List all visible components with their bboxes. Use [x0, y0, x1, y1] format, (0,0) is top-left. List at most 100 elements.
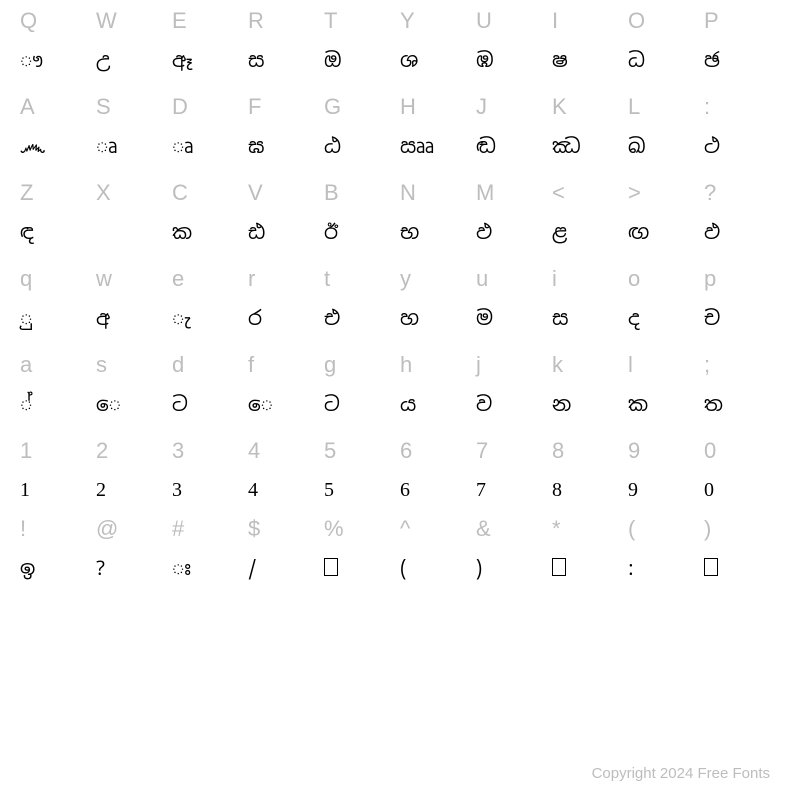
glyph: ධ	[628, 50, 645, 70]
key-label: e	[172, 268, 184, 290]
key-label: W	[96, 10, 117, 32]
glyph: ඣ	[552, 136, 581, 156]
key-label: O	[628, 10, 645, 32]
charmap-cell: Qෟ	[20, 10, 96, 96]
glyph	[552, 558, 566, 576]
charmap-cell: uම	[476, 268, 552, 354]
charmap-cell: %	[324, 518, 400, 596]
key-label: t	[324, 268, 330, 290]
glyph: ඛ	[628, 136, 646, 156]
charmap-cell: 99	[628, 440, 704, 518]
glyph: ෴	[20, 136, 45, 156]
charmap-cell: hය	[400, 354, 476, 440]
key-label: %	[324, 518, 344, 540]
charmap-cell: 55	[324, 440, 400, 518]
glyph: ළ	[552, 222, 567, 242]
key-label: 7	[476, 440, 488, 462]
charmap-cell: Eඈ	[172, 10, 248, 96]
glyph	[704, 558, 718, 576]
glyph: ඊ	[324, 222, 338, 242]
key-label: g	[324, 354, 336, 376]
key-label: P	[704, 10, 719, 32]
key-label: M	[476, 182, 494, 204]
glyph: ු	[20, 308, 32, 328]
charmap-cell: lක	[628, 354, 704, 440]
key-label: <	[552, 182, 565, 204]
glyph: 2	[96, 480, 106, 500]
key-label: #	[172, 518, 184, 540]
key-label: (	[628, 518, 635, 540]
glyph: ්	[20, 394, 32, 414]
glyph: ඟ	[628, 222, 649, 242]
glyph: )	[476, 558, 482, 578]
key-label: l	[628, 354, 633, 376]
charmap-cell: Yශ	[400, 10, 476, 96]
key-label: X	[96, 182, 111, 204]
key-label: 5	[324, 440, 336, 462]
key-label: Z	[20, 182, 33, 204]
glyph: ක	[628, 394, 648, 414]
glyph: ෙ	[96, 394, 121, 414]
charmap-cell: Lඛ	[628, 96, 704, 182]
glyph: ච	[704, 308, 720, 328]
glyph: ඵ	[476, 222, 492, 242]
key-label: i	[552, 268, 557, 290]
charmap-cell: Bඊ	[324, 182, 400, 268]
glyph: උ	[96, 50, 110, 70]
glyph: ම	[476, 308, 493, 328]
key-label: !	[20, 518, 26, 540]
key-label: K	[552, 96, 567, 118]
charmap-cell: $/	[248, 518, 324, 596]
glyph: න	[552, 394, 571, 414]
charmap-cell: Wඋ	[96, 10, 172, 96]
charmap-cell: !ඉ	[20, 518, 96, 596]
glyph: ථ	[704, 136, 720, 156]
glyph: ඪ	[248, 222, 265, 242]
key-label: ;	[704, 354, 710, 376]
key-label: 9	[628, 440, 640, 462]
charmap-cell: iස	[552, 268, 628, 354]
charmap-cell: Oධ	[628, 10, 704, 96]
glyph: ඉ	[20, 558, 35, 578]
charmap-cell: a්	[20, 354, 96, 440]
key-label: 6	[400, 440, 412, 462]
glyph: ැ	[172, 308, 191, 328]
charmap-cell: 66	[400, 440, 476, 518]
charmap-cell: Uඹ	[476, 10, 552, 96]
glyph: ට	[172, 394, 188, 414]
charmap-cell: Cක	[172, 182, 248, 268]
charmap-cell: Kඣ	[552, 96, 628, 182]
charmap-cell: oද	[628, 268, 704, 354]
glyph: ඬ	[476, 136, 496, 156]
glyph: ඹ	[476, 50, 494, 70]
charmap-cell: Pඡ	[704, 10, 780, 96]
glyph: ට	[324, 394, 340, 414]
key-label: s	[96, 354, 107, 376]
key-label: S	[96, 96, 111, 118]
glyph: ෂ	[552, 50, 568, 70]
key-label: a	[20, 354, 32, 376]
key-label: 4	[248, 440, 260, 462]
glyph: 0	[704, 480, 714, 500]
key-label: H	[400, 96, 416, 118]
charmap-cell: Hඎ	[400, 96, 476, 182]
glyph: 9	[628, 480, 638, 500]
charmap-cell: *	[552, 518, 628, 596]
glyph: ඃ	[172, 558, 191, 578]
charmap-cell: tඑ	[324, 268, 400, 354]
glyph: ඈ	[172, 50, 192, 70]
charmap-cell: #ඃ	[172, 518, 248, 596]
charmap-cell: qු	[20, 268, 96, 354]
glyph: හ	[400, 308, 419, 328]
charmap-cell: Vඪ	[248, 182, 324, 268]
key-label: 0	[704, 440, 716, 462]
glyph: අ	[96, 308, 110, 328]
charmap-cell: Dෘ	[172, 96, 248, 182]
charmap-cell: (:	[628, 518, 704, 596]
key-label: u	[476, 268, 488, 290]
glyph: ඎ	[400, 136, 434, 156]
charmap-cell: sෙ	[96, 354, 172, 440]
glyph: 5	[324, 480, 334, 500]
key-label: $	[248, 518, 260, 540]
glyph: 4	[248, 480, 258, 500]
